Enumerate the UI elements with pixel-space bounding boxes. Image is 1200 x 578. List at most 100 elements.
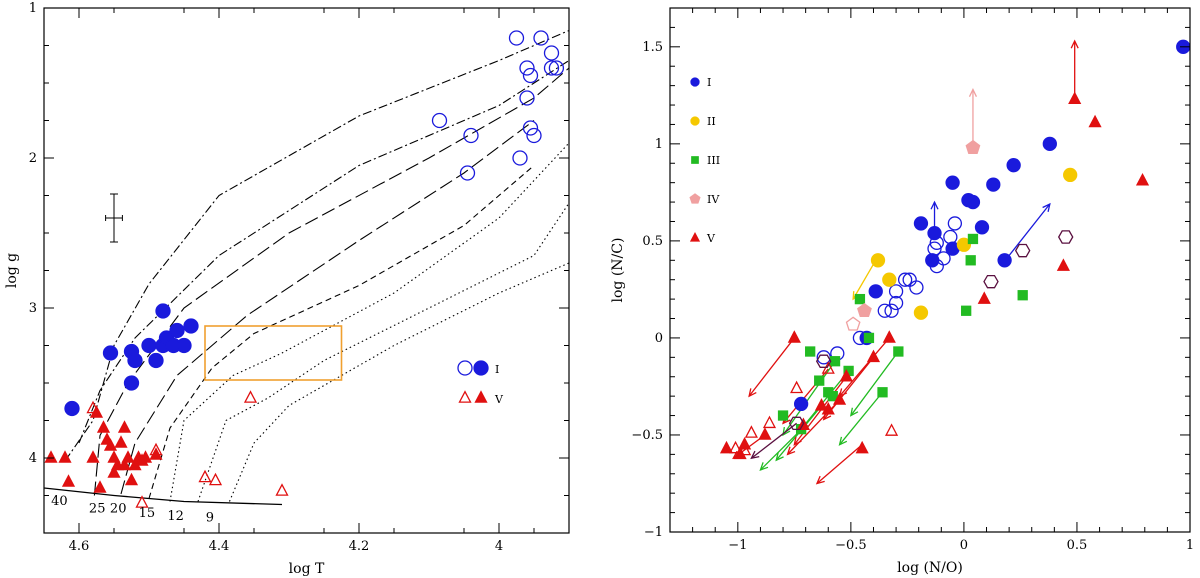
y-axis-label: log (N/C) [610,238,626,303]
y-tick-label: −0.5 [631,428,663,443]
legend-label: I [495,363,499,376]
data-point-III [829,356,841,367]
legend-marker-filled [474,390,488,403]
data-point-V-open [86,400,100,414]
legend-label: I [707,76,711,89]
x-axis-label: log (N/O) [897,560,963,576]
arrow-shaft [750,422,798,459]
data-point-V-filled [814,398,829,411]
data-point-V-open [738,442,752,456]
data-point-hex-open [983,274,999,289]
data-point-V-filled [44,450,58,463]
evolutionary-track [148,165,535,499]
arrow-shaft [839,337,890,397]
evolutionary-track [169,142,569,502]
data-point-I-filled [793,396,809,412]
arrow-head [838,436,848,446]
data-point-III [863,332,875,344]
data-point-I-filled [927,225,942,241]
data-point-V-filled [787,330,801,343]
data-point-II [913,305,929,320]
data-point-V-filled [1088,114,1102,128]
data-point-I-filled [102,345,119,361]
arrow-head [968,88,978,97]
arrow-head [750,450,760,460]
x-tick-label: 4.4 [209,539,230,554]
evolutionary-track [197,202,569,502]
data-point-V-filled [114,435,128,448]
data-point-V-filled [839,369,853,382]
data-point-I-filled [974,220,990,235]
plot-area [719,39,1190,485]
data-point-I-filled [64,400,80,417]
data-point-V-filled [117,457,132,471]
data-point-II [870,253,886,268]
data-point-I-open [947,216,963,231]
data-point-V-open [728,440,743,454]
data-point-III [965,255,976,266]
data-point-I-filled [123,375,140,391]
data-point-IV [965,139,981,155]
data-point-I-open [522,120,539,136]
data-point-III [877,387,888,398]
legend-marker-open [458,390,472,403]
data-point-V-filled [117,420,132,433]
data-point-I-open [508,30,525,46]
data-point-I-open [522,67,539,84]
data-point-V-filled [866,349,881,363]
data-point-I-filled [997,253,1012,268]
legend-label: III [707,154,720,167]
data-point-hex-open [788,416,805,431]
data-point-V-filled [719,440,734,454]
mass-label: 15 [139,506,156,521]
data-point-V-open [149,442,163,456]
data-point-V-open [208,472,223,486]
y-tick-label: 1 [29,1,37,16]
arrow-head [1042,202,1051,212]
data-point-I-filled [986,177,1001,192]
arrow-shaft [839,391,884,446]
data-point-I-open [936,251,951,266]
y-tick-label: 0 [655,331,663,346]
arrow-shaft [748,337,795,397]
arrow-head [775,452,784,462]
data-point-V-filled [1135,173,1150,186]
x-tick-label: 4.6 [69,539,90,554]
data-point-I-filled [127,352,143,369]
data-point-I-open [526,127,542,144]
y-tick-label: 4 [29,451,37,466]
data-point-III [967,233,979,245]
data-point-I-filled [141,337,157,354]
data-point-III [805,346,816,357]
data-point-V-filled [977,291,991,304]
mass-label: 12 [167,509,184,524]
x-tick-label: 4 [495,539,503,554]
data-point-II [882,272,897,287]
data-point-I-open [888,284,904,299]
legend-marker [691,156,699,164]
data-point-V-filled [149,447,163,460]
data-point-I-filled [155,303,171,319]
data-point-I-filled [1042,136,1057,152]
data-point-V-open [275,483,289,496]
data-point-I-filled [169,322,185,339]
data-point-V-filled [1068,91,1082,104]
highlight-box [204,325,343,381]
y-tick-label: 0.5 [642,234,663,249]
arrow-head [786,446,796,456]
data-point-V-filled [93,480,107,493]
y-tick-label: 1 [655,137,663,152]
data-point-I-filled [945,175,960,190]
evolutionary-track [228,262,569,502]
data-point-V-open [762,415,777,429]
mass-label: 9 [206,511,214,526]
data-point-III [893,346,904,357]
plot-area [44,29,569,508]
data-point-hex-open [815,354,832,368]
data-point-I-open [543,45,560,61]
data-point-V-filled [124,472,139,486]
data-point-I-filled [1006,158,1021,173]
data-point-hex-open [1057,230,1074,244]
